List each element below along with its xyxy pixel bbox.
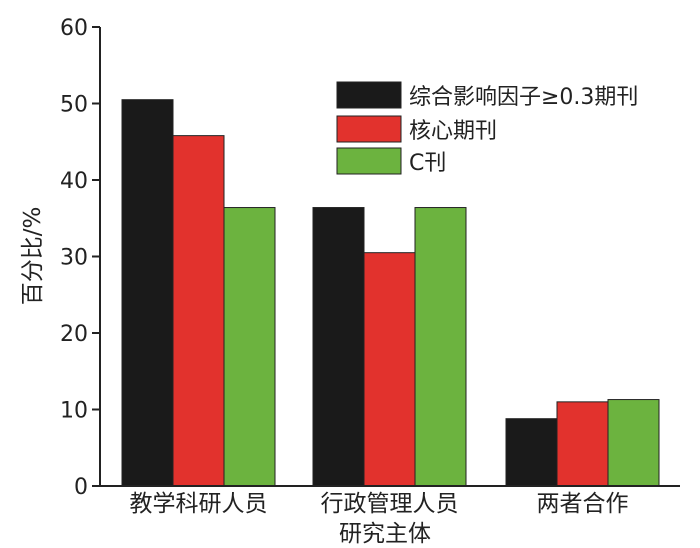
bar-1-0 bbox=[172, 135, 225, 487]
x-category-label: 两者合作 bbox=[537, 491, 629, 517]
y-ticks: 0 10 20 30 40 50 60 bbox=[60, 16, 100, 500]
x-category-label: 教学科研人员 bbox=[130, 491, 268, 517]
x-category-labels: 教学科研人员 行政管理人员 两者合作 bbox=[130, 491, 629, 517]
y-tick-label: 20 bbox=[60, 322, 88, 347]
y-tick-label: 60 bbox=[60, 16, 88, 41]
y-tick-label: 0 bbox=[74, 475, 88, 500]
bar-2-1 bbox=[414, 207, 467, 487]
legend-swatch bbox=[336, 81, 402, 109]
y-tick-label: 50 bbox=[60, 93, 88, 118]
y-axis-title: 百分比/% bbox=[20, 207, 46, 306]
legend-swatch bbox=[336, 115, 402, 143]
bar-0-2 bbox=[505, 418, 558, 487]
legend-label: 核心期刊 bbox=[409, 119, 497, 144]
y-tick-label: 30 bbox=[60, 246, 88, 271]
bar-2-2 bbox=[607, 399, 660, 487]
bar-1-2 bbox=[556, 401, 609, 487]
bar-0-1 bbox=[312, 207, 365, 487]
plot-area bbox=[121, 99, 660, 487]
x-axis-title: 研究主体 bbox=[339, 521, 431, 547]
y-tick-label: 40 bbox=[60, 169, 88, 194]
legend-label: 综合影响因子≥0.3期刊 bbox=[409, 85, 638, 110]
bar-2-0 bbox=[223, 207, 276, 487]
bar-1-1 bbox=[363, 252, 416, 487]
legend-label: C刊 bbox=[409, 151, 446, 176]
legend-swatch bbox=[336, 147, 402, 175]
x-category-label: 行政管理人员 bbox=[321, 491, 459, 517]
y-tick-label: 10 bbox=[60, 399, 88, 424]
bar-0-0 bbox=[121, 99, 174, 487]
